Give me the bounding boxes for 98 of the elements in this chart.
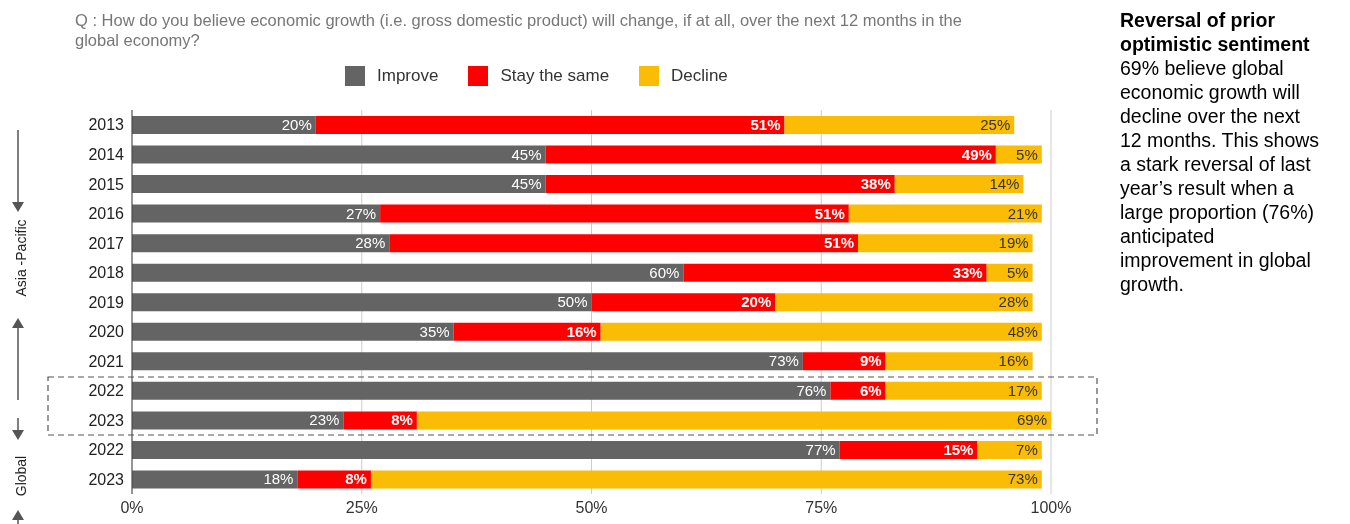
bar [132, 263, 684, 282]
data-label: 35% [419, 322, 450, 340]
data-label: 33% [952, 263, 983, 281]
y-tick-label: 2014 [88, 145, 125, 163]
data-label: 48% [1007, 322, 1038, 340]
y-tick-label: 2017 [88, 234, 125, 252]
data-label: 7% [1016, 440, 1038, 458]
y-tick-label: 2021 [88, 352, 125, 370]
data-label: 23% [309, 411, 340, 429]
data-label: 18% [263, 470, 294, 488]
data-label: 28% [998, 293, 1029, 311]
data-label: 27% [346, 204, 377, 222]
bar [132, 381, 831, 400]
data-label: 16% [566, 322, 597, 340]
x-tick-label: 25% [345, 499, 378, 517]
text: Reversal of prior optimistic sentiment [1120, 8, 1311, 56]
data-label: 77% [805, 440, 836, 458]
y-tick-label: 2019 [88, 293, 125, 311]
bar [132, 234, 390, 253]
data-label: 19% [998, 234, 1029, 252]
data-label: 25% [980, 116, 1011, 133]
bar [315, 116, 785, 134]
data-label: 45% [511, 145, 542, 163]
data-label: 38% [860, 175, 891, 193]
y-tick-label: 2023 [88, 411, 125, 429]
y-tick-label: 2013 [88, 116, 125, 134]
bar [132, 204, 381, 223]
bar [545, 175, 895, 194]
bar [132, 440, 840, 459]
bar [885, 381, 1042, 400]
bar [545, 145, 996, 164]
text: Global [13, 455, 29, 497]
data-label: 16% [998, 352, 1029, 370]
data-label: 8% [391, 411, 413, 429]
bar [453, 322, 601, 341]
bar [683, 263, 987, 282]
bar [416, 411, 1051, 430]
y-tick-label: 2018 [88, 264, 125, 282]
data-label: 14% [989, 175, 1020, 193]
bar [839, 440, 978, 459]
legend-label: Improve [377, 66, 439, 86]
bar [858, 234, 1033, 253]
data-label: 8% [345, 470, 367, 488]
bar [132, 293, 592, 312]
data-label: 6% [859, 381, 882, 399]
bar [600, 322, 1042, 341]
bar [132, 175, 546, 194]
data-label: 73% [768, 352, 799, 370]
bar [132, 116, 316, 134]
data-label: 15% [943, 440, 974, 458]
y-tick-label: 2022 [88, 382, 125, 400]
text: 69% believe global economic growth will decline over the next 12 months. This shows a stark reversal of last year’s result when a large proportion (76%) anticipated improvement in global growth. [1120, 57, 1320, 295]
bar [591, 293, 776, 312]
bar [132, 145, 546, 164]
data-label: 51% [814, 204, 845, 222]
bar [977, 440, 1042, 459]
data-label: 73% [1007, 470, 1038, 488]
data-label: 69% [1016, 411, 1047, 429]
legend-label: Stay the same [500, 66, 610, 86]
data-label: 51% [750, 116, 781, 133]
bar [132, 322, 454, 341]
bar [885, 352, 1033, 371]
data-label: 45% [511, 175, 542, 193]
y-tick-label: 2023 [88, 470, 125, 488]
y-tick-label: 2016 [88, 205, 125, 223]
data-label: 76% [796, 381, 827, 399]
bar [370, 470, 1042, 489]
bar [132, 411, 344, 430]
data-label: 20% [281, 116, 312, 133]
data-label: 20% [741, 293, 772, 311]
data-label: 51% [823, 234, 855, 252]
bar [894, 175, 1024, 194]
y-tick-label: 2015 [88, 175, 125, 193]
y-tick-label: 2020 [88, 323, 125, 341]
text: Asia -Pacific [13, 219, 29, 297]
data-label: 50% [557, 293, 588, 311]
bar [132, 470, 298, 489]
x-tick-label: 100% [1030, 499, 1072, 517]
bar [775, 293, 1033, 312]
x-tick-label: 75% [805, 499, 838, 517]
bar [848, 204, 1042, 223]
x-tick-label: 0% [120, 499, 144, 517]
legend-label: Decline [671, 66, 728, 86]
x-tick-label: 50% [575, 499, 608, 517]
data-label: 9% [859, 352, 882, 370]
data-label: 5% [1006, 263, 1029, 281]
bar [132, 352, 803, 371]
bar [389, 234, 859, 253]
data-label: 17% [1007, 381, 1038, 399]
data-label: 21% [1007, 204, 1038, 222]
data-label: 28% [355, 234, 386, 252]
text: Q : How do you believe economic growth (i.e. gross domestic product) will change, if at all, over the next 12 months in the global economy? [75, 10, 963, 50]
data-label: 49% [961, 145, 992, 163]
data-label: 60% [649, 263, 680, 281]
bar [380, 204, 849, 223]
y-tick-label: 2022 [88, 441, 125, 459]
bar [784, 116, 1015, 134]
data-label: 5% [1016, 145, 1038, 163]
